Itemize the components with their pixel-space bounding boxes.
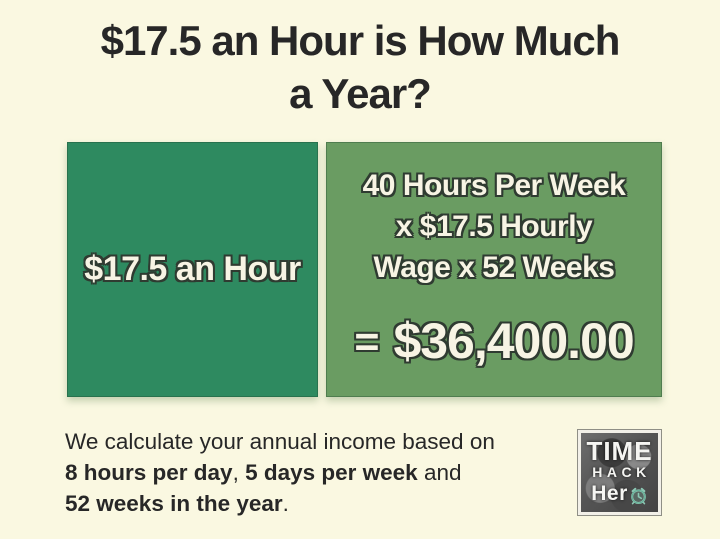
annual-income-result: = $36,400.00 bbox=[327, 316, 661, 366]
formula-line-2: x $17.5 Hourly bbox=[395, 210, 593, 243]
note-line-1: We calculate your annual income based on bbox=[65, 429, 495, 454]
logo-word-her: Her bbox=[591, 482, 628, 505]
hourly-wage-label: $17.5 an Hour bbox=[84, 250, 301, 288]
equals-sign: = bbox=[354, 318, 380, 366]
annual-income-value: $36,400.00 bbox=[393, 313, 634, 369]
logo-word-hack: HACK bbox=[592, 464, 651, 480]
calculation-box: 40 Hours Per Week x $17.5 Hourly Wage x … bbox=[326, 142, 662, 397]
page-title-line2: a Year? bbox=[289, 70, 432, 117]
calculation-note: We calculate your annual income based on… bbox=[65, 426, 495, 519]
page-title: $17.5 an Hour is How Much a Year? bbox=[0, 14, 720, 120]
calculation-formula: 40 Hours Per Week x $17.5 Hourly Wage x … bbox=[363, 165, 626, 288]
hourly-wage-box: $17.5 an Hour bbox=[67, 142, 318, 397]
formula-line-3: Wage x 52 Weeks bbox=[373, 251, 615, 284]
alarm-clock-icon bbox=[630, 487, 646, 504]
note-line-3: 52 weeks in the year. bbox=[65, 491, 289, 516]
note-line-2: 8 hours per day, 5 days per week and bbox=[65, 460, 462, 485]
logo-word-time: TIME bbox=[586, 436, 653, 466]
logo-word-hero: Her bbox=[591, 482, 648, 506]
timehackhero-logo: TIME HACK Her bbox=[577, 429, 662, 516]
page-title-line1: $17.5 an Hour is How Much bbox=[100, 17, 621, 64]
formula-line-1: 40 Hours Per Week bbox=[362, 169, 626, 202]
